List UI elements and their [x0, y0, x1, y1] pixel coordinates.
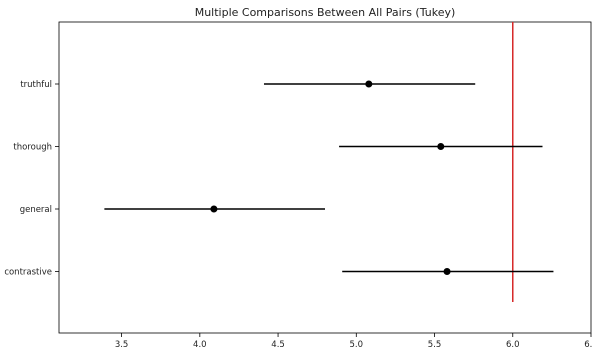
chart-title: Multiple Comparisons Between All Pairs (…	[195, 6, 456, 19]
group-contrastive	[342, 268, 554, 275]
y-tick-label: thorough	[13, 143, 52, 153]
group-thorough	[339, 143, 543, 150]
group-general	[104, 205, 325, 213]
x-tick-label: 6.5	[584, 340, 592, 350]
x-tick-label: 4.0	[193, 340, 207, 350]
x-tick-label: 4.5	[271, 340, 285, 350]
x-tick-label: 3.5	[115, 340, 129, 350]
x-tick-label: 5.5	[428, 340, 442, 350]
y-tick-label: general	[20, 205, 52, 215]
y-tick-label: truthful	[20, 80, 52, 90]
mean-marker-thorough	[437, 143, 445, 150]
mean-marker-general	[210, 205, 218, 213]
group-truthful	[263, 80, 476, 88]
x-tick-label: 5.0	[350, 340, 364, 350]
mean-marker-truthful	[365, 80, 373, 88]
x-tick-label: 6.0	[506, 340, 520, 350]
y-tick-label: contrastive	[4, 268, 52, 278]
mean-marker-contrastive	[443, 268, 451, 275]
plot-frame	[58, 21, 592, 334]
